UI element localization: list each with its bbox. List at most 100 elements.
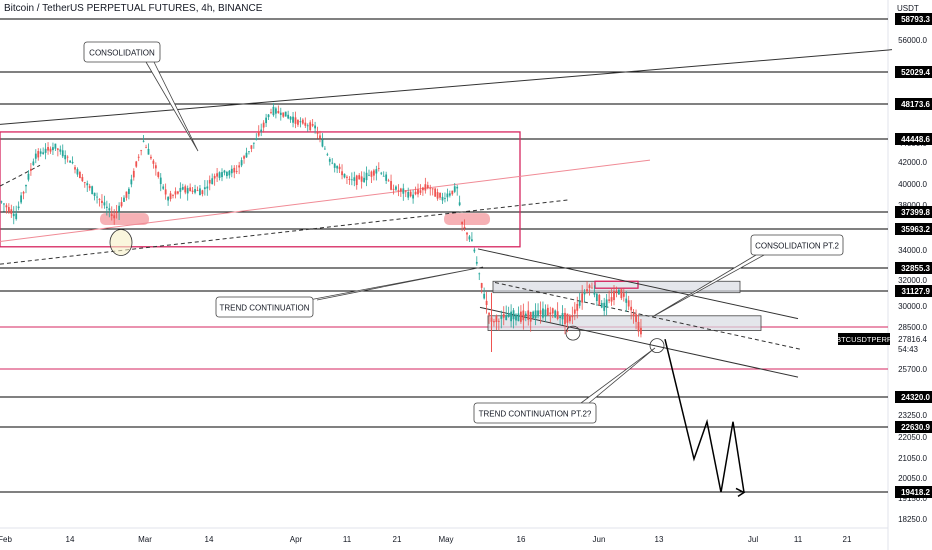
candle-body	[593, 292, 596, 295]
candle-body	[429, 188, 432, 190]
symbol-tag	[838, 333, 890, 345]
x-tick-label: 16	[517, 535, 526, 544]
candle-body	[83, 181, 86, 183]
candle-body	[360, 176, 363, 182]
candle-body	[635, 314, 637, 322]
candle-body	[172, 195, 174, 196]
annotation-consolidation-pt2[interactable]: CONSOLIDATION PT.2	[651, 234, 844, 318]
candle-body	[140, 150, 143, 152]
candle-body	[615, 290, 618, 293]
candle-body	[240, 160, 243, 166]
level-label-box	[895, 391, 932, 403]
candle-body	[267, 114, 270, 118]
touch-circle	[109, 229, 133, 256]
candle-body	[382, 175, 385, 177]
candle-body	[277, 110, 280, 114]
candle-body	[265, 117, 267, 124]
y-tick-label: 38000.0	[898, 201, 927, 210]
candle-body	[468, 236, 471, 240]
consolidation-box-lower[interactable]	[487, 315, 762, 331]
candle-body	[569, 315, 571, 322]
y-tick-label: 32000.0	[898, 276, 927, 285]
level-label: 32855.3	[901, 264, 930, 273]
candle-body	[507, 313, 510, 317]
candle-body	[162, 186, 165, 189]
candle-body	[203, 187, 206, 190]
level-label-box	[895, 13, 932, 25]
x-tick-label: 14	[205, 535, 214, 544]
candle-body	[407, 191, 410, 198]
candle-body	[211, 178, 214, 185]
candle-body	[556, 311, 559, 319]
candle-body	[571, 315, 574, 318]
touch-circle	[565, 325, 581, 341]
candle-body	[495, 315, 498, 323]
candle-body	[130, 179, 133, 185]
candle-body	[154, 165, 157, 169]
candle-body	[223, 170, 226, 173]
candle-body	[25, 185, 27, 187]
dashed-trendline-left	[0, 164, 41, 187]
candle-body	[297, 119, 299, 125]
annotation-trend-continuation-pt2[interactable]: TREND CONTINUATION PT.2?	[473, 347, 656, 424]
callout-pointer	[651, 254, 765, 318]
callout-label: TREND CONTINUATION	[219, 304, 309, 313]
candle-body	[66, 156, 69, 158]
candle-body	[294, 117, 297, 124]
candle-body	[363, 177, 365, 182]
candle-body	[446, 193, 449, 198]
callout-pointer	[308, 266, 484, 301]
x-tick-label: 21	[843, 535, 852, 544]
candle-body	[613, 291, 615, 301]
candle-body	[76, 169, 79, 175]
candle-body	[419, 190, 422, 193]
long-trendline	[0, 49, 893, 125]
candle-body	[434, 188, 437, 197]
y-tick-label: 18250.0	[898, 515, 927, 524]
level-label-box	[895, 133, 932, 145]
candle-body	[409, 191, 412, 197]
candle-body	[368, 174, 370, 176]
candle-body	[412, 194, 414, 199]
candle-body	[532, 311, 535, 319]
consolidation-rectangle[interactable]	[0, 131, 521, 248]
candle-body	[98, 198, 101, 200]
callout-box	[750, 234, 844, 256]
candle-body	[627, 300, 630, 307]
candle-body	[304, 122, 307, 126]
candle-body	[539, 310, 542, 315]
candle-body	[169, 193, 172, 200]
candle-body	[69, 160, 71, 163]
annotation-consolidation[interactable]: CONSOLIDATION	[83, 41, 199, 152]
candle-body	[252, 142, 255, 144]
projection-path	[664, 339, 745, 493]
candle-body	[581, 293, 584, 303]
x-tick-label: Feb	[0, 535, 12, 544]
candle-body	[426, 185, 429, 189]
candle-body	[524, 313, 527, 316]
candle-body	[493, 321, 495, 323]
candle-body	[461, 221, 463, 225]
level-label-box	[895, 285, 932, 297]
candle-body	[534, 310, 537, 319]
candle-body	[201, 190, 204, 195]
candle-body	[306, 125, 309, 127]
candle-body	[542, 308, 544, 318]
candle-body	[603, 302, 606, 311]
candle-body	[404, 191, 407, 193]
candle-body	[451, 190, 454, 195]
y-tick-label: 56000.0	[898, 36, 927, 45]
projection-arrowhead	[735, 487, 746, 498]
candle-body	[505, 315, 508, 321]
candle-body	[12, 213, 15, 217]
candle-body	[279, 112, 282, 115]
candle-body	[610, 297, 613, 302]
candle-body	[402, 188, 405, 194]
candle-body	[226, 172, 228, 177]
candle-body	[142, 140, 145, 142]
candle-body	[177, 191, 179, 194]
candle-body	[520, 311, 522, 322]
candle-body	[353, 177, 356, 181]
annotation-trend-continuation[interactable]: TREND CONTINUATION	[215, 266, 484, 318]
